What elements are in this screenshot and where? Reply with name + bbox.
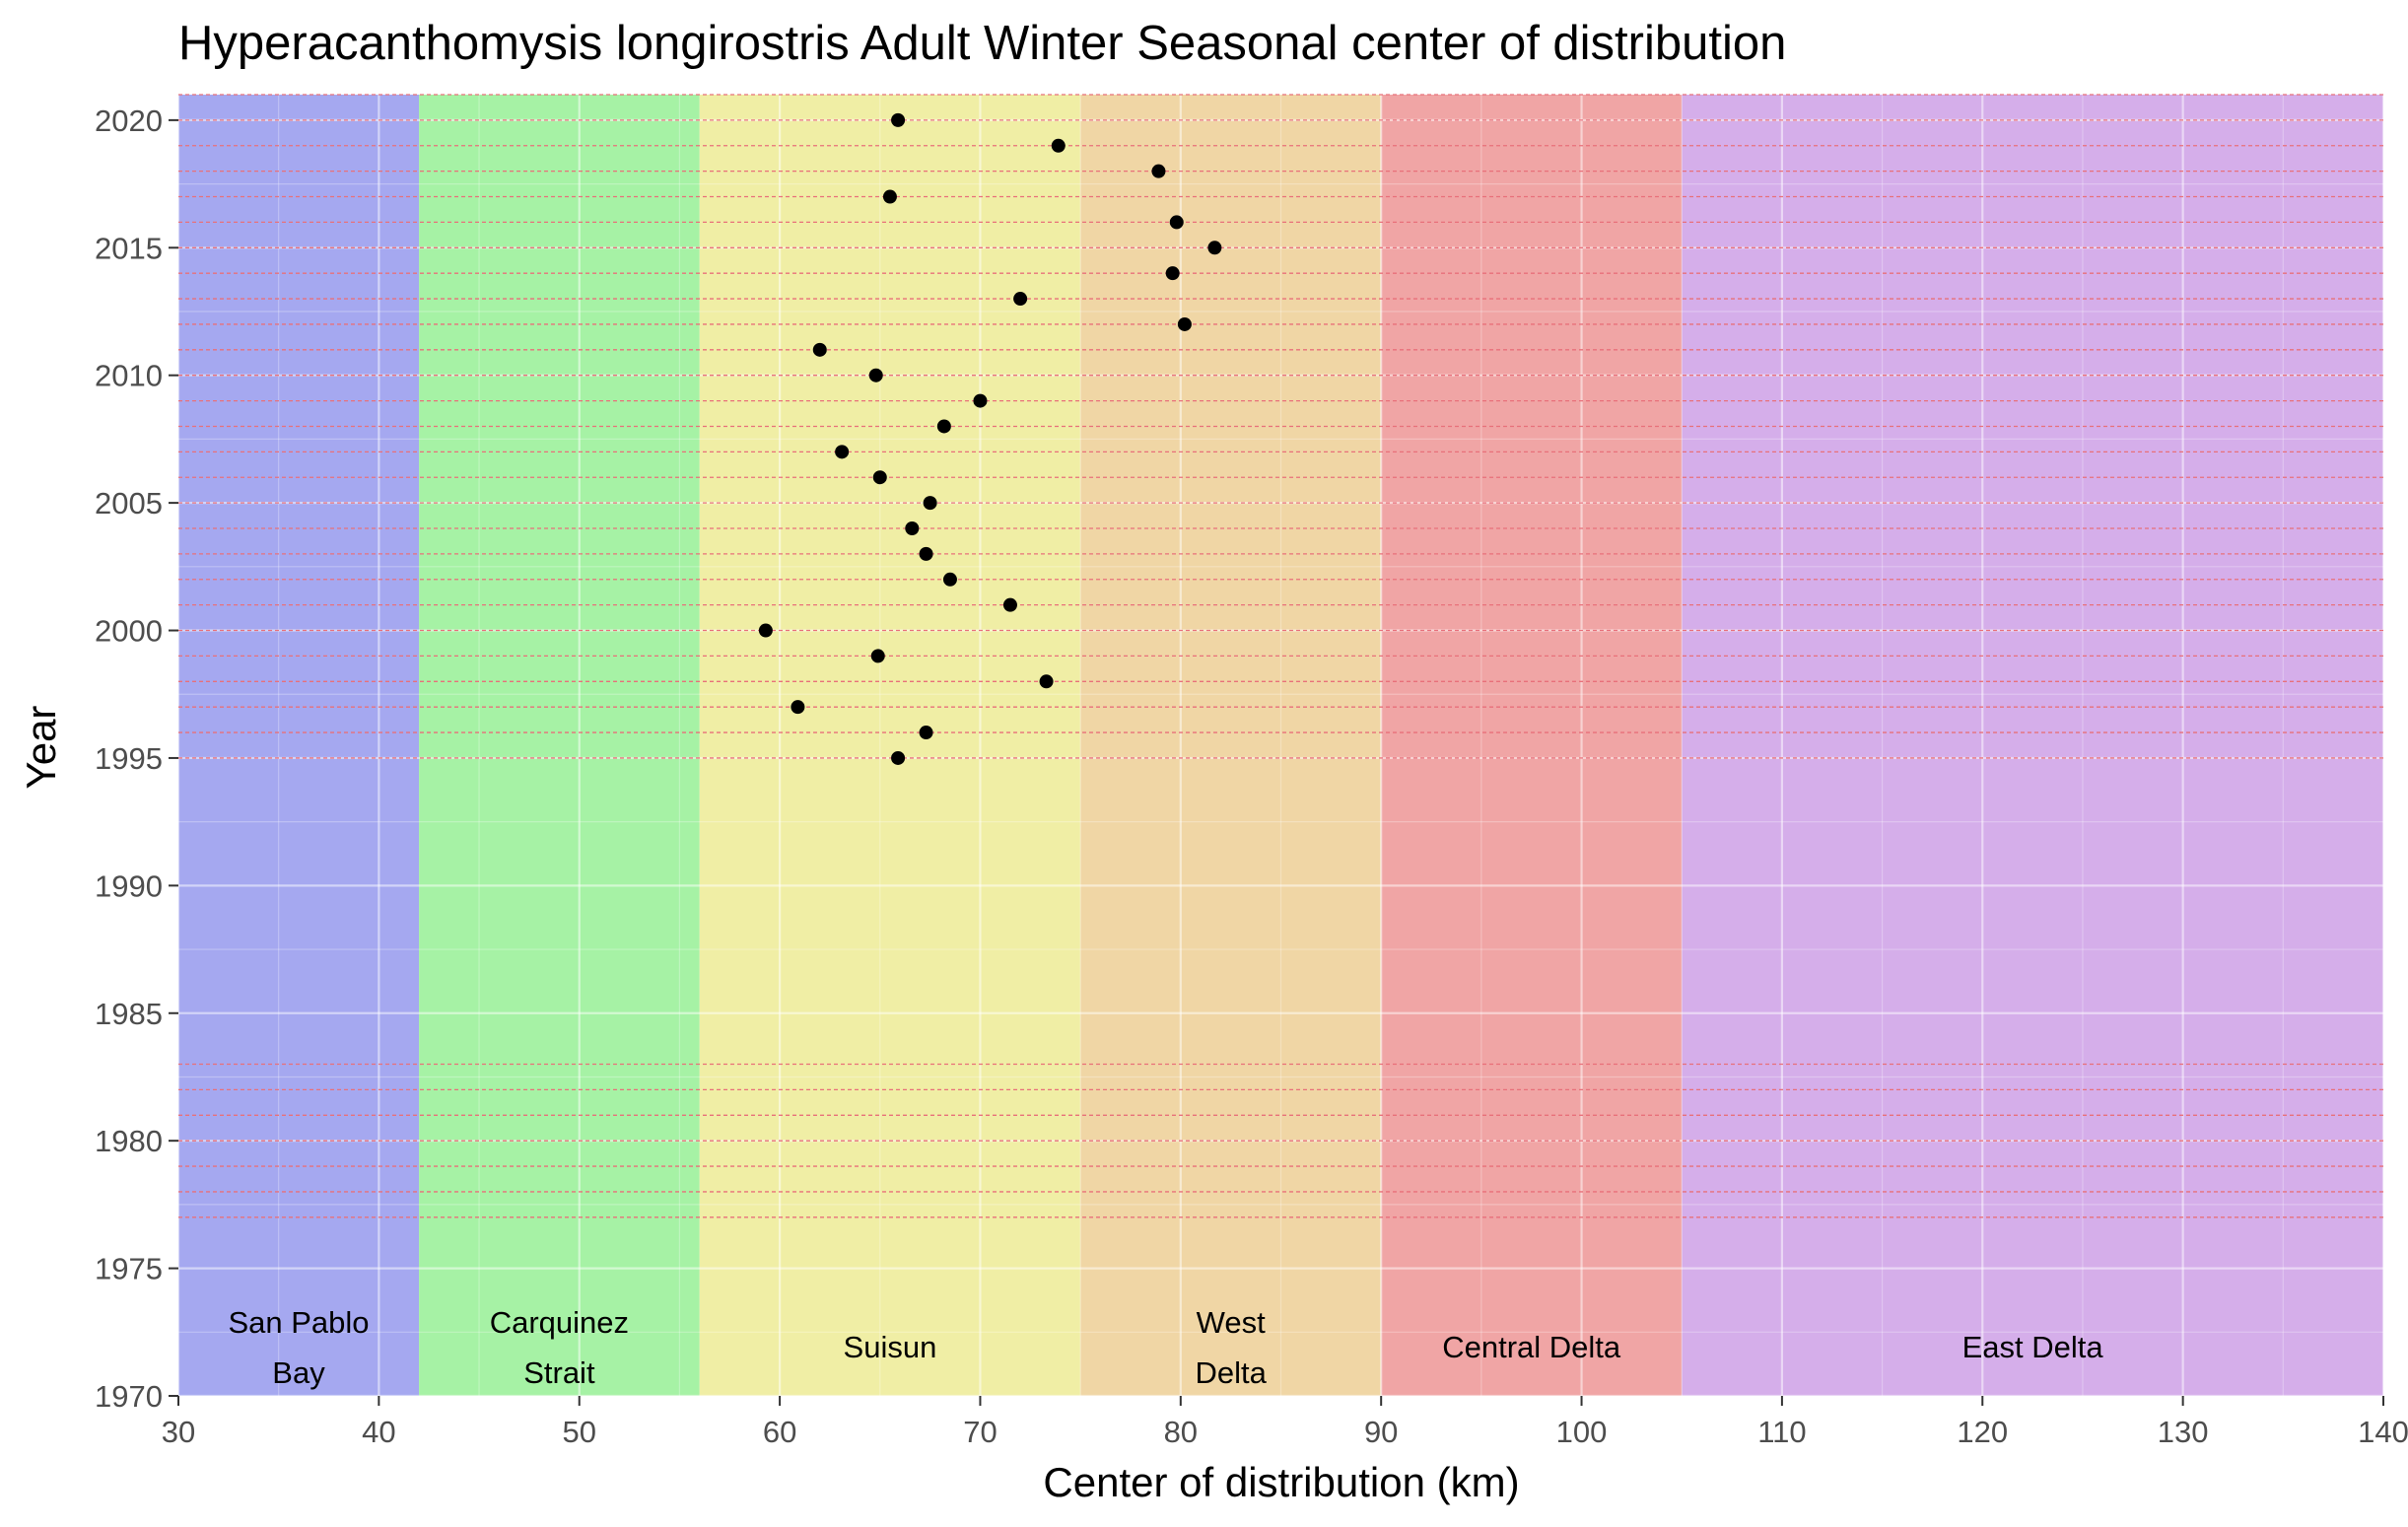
x-tick-label: 110 [1757,1415,1806,1449]
x-axis-title: Center of distribution (km) [1043,1459,1519,1505]
y-tick-label: 1980 [95,1124,163,1158]
region-band-3 [699,95,1081,1396]
y-tick-label: 1970 [95,1379,163,1414]
y-tick-label: 1975 [95,1252,163,1286]
region-bands [178,95,2383,1396]
region-band-6 [1682,95,2383,1396]
region-label-line: Strait [523,1355,595,1390]
y-axis-title: Year [18,706,64,790]
region-band-4 [1080,95,1382,1396]
data-point [919,546,933,561]
x-axis: 30 40 50 60 70 80 90 100 110 120 130 140 [162,1396,2408,1449]
y-axis: 1970 1975 1980 1985 1990 1995 2000 2005 2010 2015… [95,104,178,1414]
y-tick-label: 2000 [95,614,163,649]
data-point [835,445,850,459]
data-point [872,470,887,485]
region-band-5 [1381,95,1683,1396]
region-label-2: Carquinez Strait [490,1305,629,1390]
data-point [1169,215,1184,230]
data-point [1002,597,1017,612]
data-point [1039,674,1054,689]
x-tick-label: 120 [1957,1415,2008,1449]
region-label-1: San Pablo Bay [228,1305,369,1390]
region-label-line: San Pablo [228,1305,369,1340]
data-point [1013,292,1028,307]
region-band-1 [178,95,420,1396]
region-band-2 [419,95,700,1396]
region-label-4: West Delta [1195,1305,1267,1390]
region-label-3: Suisun [844,1330,937,1364]
data-point [936,419,951,434]
x-tick-label: 140 [2358,1415,2408,1449]
x-tick-label: 30 [162,1415,195,1449]
region-label-6: East Delta [1962,1330,2104,1364]
x-tick-label: 60 [763,1415,796,1449]
region-label-line: West [1197,1305,1266,1340]
y-tick-label: 2005 [95,486,163,521]
x-tick-label: 50 [562,1415,595,1449]
data-point [1165,266,1180,281]
grid-lines [176,95,2385,1398]
data-points [758,112,1222,765]
x-tick-label: 70 [963,1415,997,1449]
y-tick-label: 1985 [95,997,163,1031]
region-label-line: Carquinez [490,1305,629,1340]
data-point [1177,316,1192,331]
y-tick-label: 2020 [95,104,163,138]
data-point [812,342,827,357]
x-tick-label: 40 [362,1415,395,1449]
x-tick-label: 90 [1364,1415,1398,1449]
data-point [1151,164,1166,178]
region-labels: San Pablo Bay Carquinez Strait Suisun West Del… [228,1305,2103,1390]
region-label-line: Delta [1195,1355,1267,1390]
data-point [891,750,906,765]
x-tick-label: 100 [1556,1415,1608,1449]
data-point [923,496,937,511]
data-point [1207,241,1222,255]
data-point [758,623,773,638]
x-tick-label: 130 [2158,1415,2209,1449]
sampled-year-lines [178,94,2383,1218]
data-point [942,572,957,587]
y-tick-label: 2010 [95,359,163,393]
data-point [791,700,805,715]
region-label-line: Bay [272,1355,325,1390]
y-tick-label: 2015 [95,231,163,265]
data-point [882,189,897,204]
data-point [891,112,906,127]
data-point [919,726,933,740]
data-point [868,368,883,382]
x-tick-label: 80 [1164,1415,1198,1449]
data-point [905,521,920,535]
chart-title: Hyperacanthomysis longirostris Adult Win… [178,17,1786,70]
region-label-5: Central Delta [1442,1330,1621,1364]
data-point [973,393,988,408]
data-point [870,649,885,663]
y-tick-label: 1990 [95,868,163,903]
y-tick-label: 1995 [95,741,163,776]
data-point [1051,138,1066,153]
